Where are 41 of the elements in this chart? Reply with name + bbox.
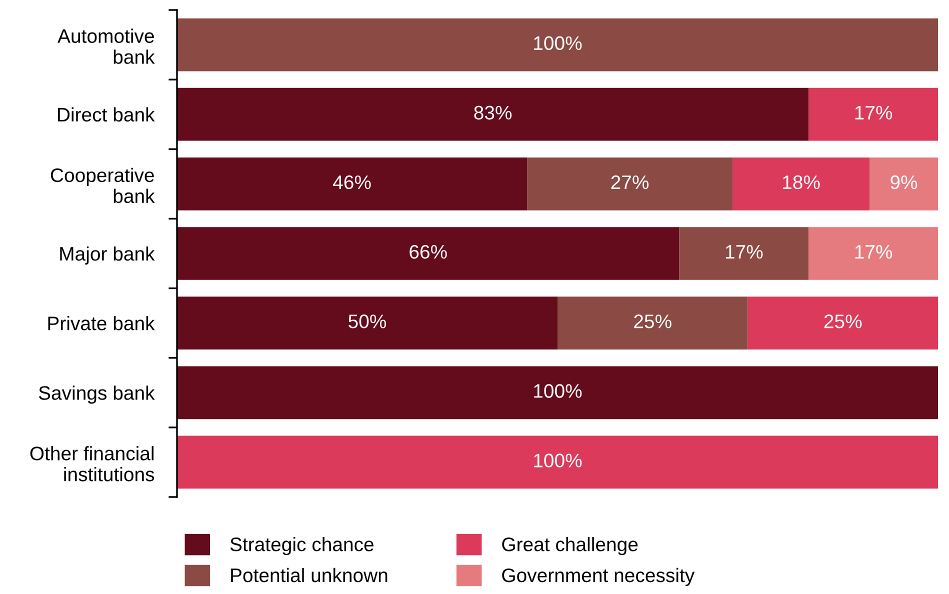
bar — [177, 88, 809, 141]
y-tick-label: Automotive bank — [58, 28, 155, 64]
data-label: 66% — [410, 244, 447, 259]
legend-label: Great challenge — [502, 537, 638, 556]
y-tick-label: Private bank — [48, 316, 155, 330]
legend-label: Strategic chance — [230, 537, 374, 556]
data-label: 50% — [348, 314, 386, 328]
bar — [870, 157, 938, 210]
data-label: 17% — [855, 245, 892, 259]
y-tick-label: Other financial institutions — [30, 446, 154, 482]
y-tick-label: Savings bank — [38, 386, 155, 404]
data-label: 9% — [890, 175, 918, 190]
bar — [177, 366, 938, 420]
bar — [177, 18, 938, 72]
y-tick-label: Cooperative bank — [50, 168, 155, 204]
legend-label: Potential unknown — [231, 568, 388, 582]
legend-label: Government necessity — [502, 568, 695, 586]
bar — [177, 436, 938, 489]
bar — [679, 227, 809, 280]
data-label: 100% — [534, 454, 582, 468]
data-label: 100% — [534, 36, 582, 50]
data-label: 27% — [611, 175, 649, 190]
data-label: 25% — [824, 314, 862, 328]
data-label: 18% — [783, 175, 820, 190]
bar — [558, 296, 748, 350]
data-label: 17% — [855, 106, 892, 120]
data-label: 46% — [333, 175, 371, 190]
bar — [177, 157, 528, 210]
bar — [177, 296, 558, 350]
data-label: 25% — [634, 314, 672, 328]
bar — [732, 157, 870, 210]
bar — [808, 227, 938, 280]
y-tick-label: Direct bank — [58, 107, 155, 122]
y-tick-label: Major bank — [60, 246, 155, 265]
bar — [527, 157, 733, 210]
bar — [748, 296, 938, 350]
bar — [808, 88, 938, 141]
data-label: 83% — [474, 106, 512, 120]
bar — [177, 227, 680, 280]
data-label: 17% — [726, 245, 763, 259]
data-label: 100% — [534, 384, 582, 398]
